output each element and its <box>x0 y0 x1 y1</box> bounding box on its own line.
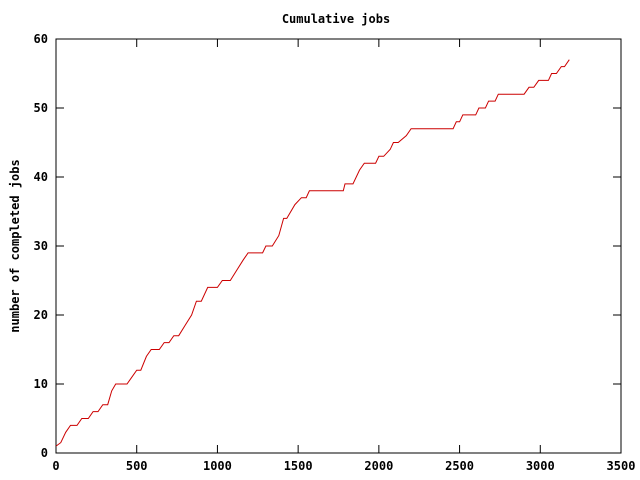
x-tick-label-6: 3000 <box>526 459 555 473</box>
y-tick-label-4: 40 <box>34 170 48 184</box>
axis-ticks: 0 500 1000 1500 2000 2500 3000 3500 0 10 20 30 40 50 6… <box>34 32 636 473</box>
y-tick-label-6: 60 <box>34 32 48 46</box>
y-axis-label: number of completed jobs <box>8 159 22 332</box>
x-tick-label-7: 3500 <box>607 459 636 473</box>
y-tick-label-2: 20 <box>34 308 48 322</box>
y-tick-label-1: 10 <box>34 377 48 391</box>
plot-frame <box>55 38 622 454</box>
x-tick-label-1: 500 <box>126 459 148 473</box>
series-line-0 <box>55 59 570 447</box>
x-tick-label-5: 2500 <box>445 459 474 473</box>
x-tick-label-3: 1500 <box>284 459 313 473</box>
x-tick-label-2: 1000 <box>203 459 232 473</box>
x-tick-label-4: 2000 <box>364 459 393 473</box>
x-tick-label-0: 0 <box>52 459 59 473</box>
y-tick-label-0: 0 <box>41 446 48 460</box>
series-group <box>55 59 570 447</box>
y-tick-label-3: 30 <box>34 239 48 253</box>
y-tick-label-5: 50 <box>34 101 48 115</box>
chart-title: Cumulative jobs <box>282 12 390 26</box>
